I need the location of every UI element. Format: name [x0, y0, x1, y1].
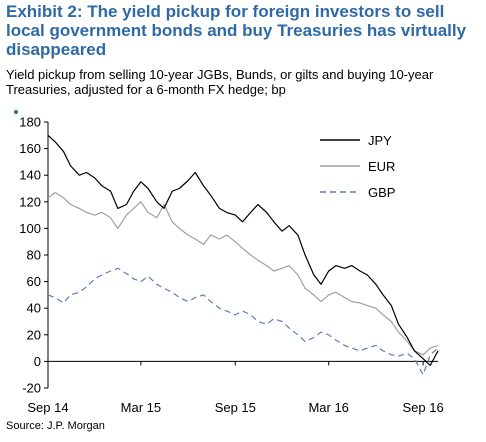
bullet-marker	[14, 110, 18, 114]
x-tick-label: Sep 14	[27, 400, 68, 415]
series-line-gbp	[47, 267, 439, 376]
y-tick-label: 120	[19, 194, 41, 209]
y-tick-label: 100	[19, 221, 41, 236]
series-line-jpy	[47, 134, 439, 366]
x-tick-label: Sep 16	[403, 400, 444, 415]
series-line-eur	[47, 191, 439, 356]
chart-title: Exhibit 2: The yield pickup for foreign …	[6, 2, 467, 59]
y-tick-label: 60	[27, 274, 41, 289]
y-tick-label: 80	[27, 248, 41, 263]
x-tick-label: Sep 15	[215, 400, 256, 415]
legend-label-eur: EUR	[368, 159, 395, 174]
y-tick-label: 140	[19, 168, 41, 183]
x-tick-label: Mar 15	[121, 400, 161, 415]
y-tick-label: 20	[27, 327, 41, 342]
y-tick-label: -20	[22, 381, 41, 396]
legend-label-jpy: JPY	[368, 133, 392, 148]
y-tick-label: 40	[27, 301, 41, 316]
x-tick-label: Mar 16	[308, 400, 348, 415]
source-note: Source: J.P. Morgan	[6, 420, 105, 432]
y-tick-label: 0	[34, 354, 41, 369]
legend: JPY EUR GBP	[320, 133, 395, 200]
series-lines	[47, 134, 439, 376]
axes: -20 0 20 40 60 80 100 120 140 160 180 Sep 14 Mar 15 S…	[19, 115, 443, 416]
y-tick-label: 180	[19, 115, 41, 130]
y-tick-label: 160	[19, 141, 41, 156]
chart-subtitle: Yield pickup from selling 10-year JGBs, …	[6, 67, 434, 97]
legend-label-gbp: GBP	[368, 185, 395, 200]
